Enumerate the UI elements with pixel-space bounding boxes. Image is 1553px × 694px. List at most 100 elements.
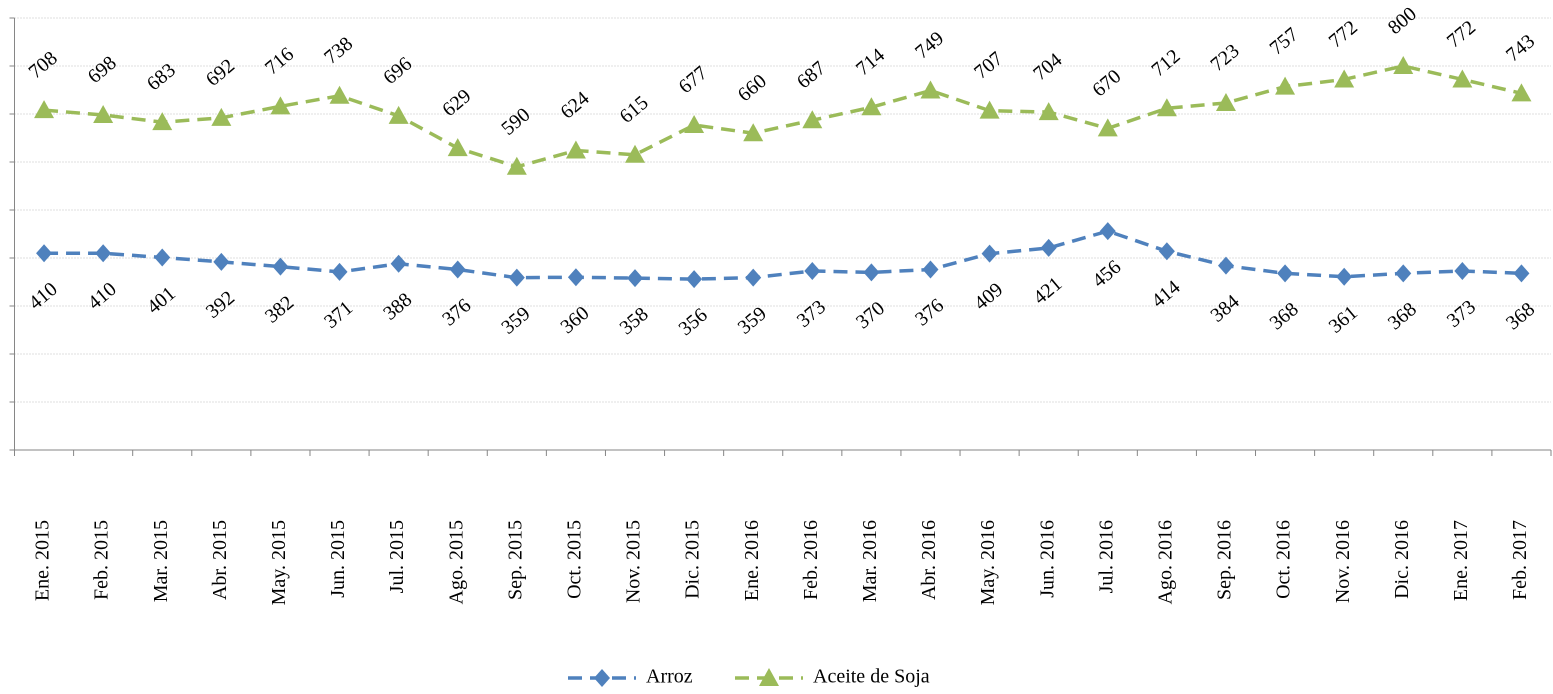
x-tick-label: May. 2015 (268, 520, 290, 605)
x-tick-label: Ago. 2015 (445, 520, 467, 604)
data-label: 670 (1088, 65, 1125, 101)
data-label: 590 (497, 104, 534, 140)
point (447, 138, 468, 157)
data-label: 698 (84, 52, 121, 88)
x-tick-label: Nov. 2015 (623, 520, 645, 603)
x-tick-label: Jul. 2015 (386, 520, 408, 593)
data-label: 392 (202, 287, 239, 323)
series-line (43, 64, 1522, 169)
point (213, 252, 230, 271)
data-label: 358 (616, 303, 653, 339)
data-label: 456 (1088, 256, 1125, 292)
data-label: 410 (84, 278, 121, 314)
point (804, 261, 821, 280)
data-label: 373 (1443, 296, 1480, 332)
point (684, 115, 705, 134)
data-label: 692 (202, 55, 239, 91)
data-label: 696 (379, 53, 416, 89)
legend-marker (759, 668, 779, 686)
point (745, 268, 762, 287)
data-label: 368 (1502, 298, 1539, 334)
point (863, 263, 880, 282)
data-label: 410 (25, 278, 62, 314)
point (1215, 92, 1236, 111)
data-label: 368 (1266, 298, 1303, 334)
x-tick-label: Ene. 2015 (32, 520, 54, 601)
data-label: 683 (143, 59, 180, 95)
data-label: 359 (734, 303, 771, 339)
data-label: 712 (1147, 45, 1184, 81)
x-tick-label: Ago. 2016 (1154, 520, 1176, 604)
data-label: 749 (911, 27, 948, 63)
x-tick-label: Ene. 2016 (741, 520, 763, 601)
point (152, 112, 173, 131)
data-label: 371 (320, 297, 357, 333)
legend-marker (594, 669, 610, 687)
data-label: 382 (261, 291, 298, 327)
data-label: 716 (261, 43, 298, 79)
x-tick-label: Mar. 2016 (859, 520, 881, 602)
x-tick-label: Jun. 2016 (1036, 520, 1058, 598)
data-label: 708 (25, 47, 62, 83)
data-label: 624 (556, 87, 593, 123)
x-tick-label: Feb. 2017 (1509, 520, 1531, 600)
point (861, 97, 882, 116)
point (1334, 69, 1355, 88)
x-tick-label: Mar. 2015 (150, 520, 172, 602)
point (1040, 238, 1057, 257)
x-tick-label: Oct. 2016 (1273, 520, 1295, 599)
data-label: 409 (970, 279, 1007, 315)
x-tick-label: May. 2016 (977, 520, 999, 605)
point (1277, 264, 1294, 283)
data-label: 772 (1443, 16, 1480, 52)
point (1038, 102, 1059, 121)
data-label: 714 (852, 44, 889, 80)
x-tick-label: Dic. 2015 (682, 520, 704, 599)
x-tick-label: Oct. 2015 (564, 520, 586, 599)
point (920, 80, 941, 99)
data-label: 615 (616, 92, 653, 128)
point (93, 104, 114, 123)
x-tick-label: Sep. 2015 (504, 520, 526, 600)
x-tick-label: Dic. 2016 (1391, 520, 1413, 599)
x-tick-label: Feb. 2016 (800, 520, 822, 600)
point (508, 268, 525, 287)
data-label: 421 (1029, 273, 1066, 309)
point (1395, 264, 1412, 283)
point (1217, 256, 1234, 275)
data-label: 360 (556, 302, 593, 338)
data-label: 772 (1325, 16, 1362, 52)
point (1099, 222, 1116, 241)
point (922, 260, 939, 279)
point (270, 96, 291, 115)
point (1336, 267, 1353, 286)
x-tick-label: Sep. 2016 (1214, 520, 1236, 600)
point (1452, 69, 1473, 88)
data-label: 388 (379, 289, 416, 325)
point (506, 156, 527, 175)
data-label: 743 (1502, 30, 1539, 66)
point (388, 105, 409, 124)
point (567, 268, 584, 287)
data-label: 401 (143, 282, 180, 318)
data-label: 356 (675, 304, 712, 340)
point (272, 257, 289, 276)
point (686, 270, 703, 289)
point (802, 110, 823, 129)
x-tick-label: Nov. 2016 (1332, 520, 1354, 603)
legend-label: Aceite de Soja (813, 666, 930, 688)
data-label: 370 (852, 297, 889, 333)
point (449, 260, 466, 279)
point (154, 248, 171, 267)
point (1158, 242, 1175, 261)
x-tick-label: Abr. 2016 (918, 520, 940, 600)
data-label: 384 (1207, 291, 1244, 327)
data-label: 738 (320, 33, 357, 69)
data-label: 757 (1266, 23, 1303, 59)
x-tick-label: Jun. 2015 (327, 520, 349, 598)
x-tick-label: Abr. 2015 (209, 520, 231, 600)
data-label: 687 (793, 57, 830, 93)
point (1097, 118, 1118, 137)
point (1513, 264, 1530, 283)
data-label: 361 (1325, 302, 1362, 338)
